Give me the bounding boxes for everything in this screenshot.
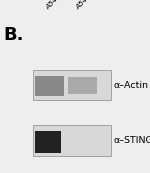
- Text: B.: B.: [3, 26, 24, 44]
- Text: α–STING: α–STING: [114, 136, 150, 145]
- Bar: [33, 70, 111, 100]
- Text: α–Actin: α–Actin: [114, 81, 149, 90]
- Bar: [35, 76, 64, 96]
- Bar: [35, 131, 61, 153]
- Text: A549-WT: A549-WT: [45, 0, 73, 10]
- Bar: [68, 77, 97, 94]
- Text: A549-STING-KO: A549-STING-KO: [75, 0, 119, 10]
- Bar: [33, 125, 111, 156]
